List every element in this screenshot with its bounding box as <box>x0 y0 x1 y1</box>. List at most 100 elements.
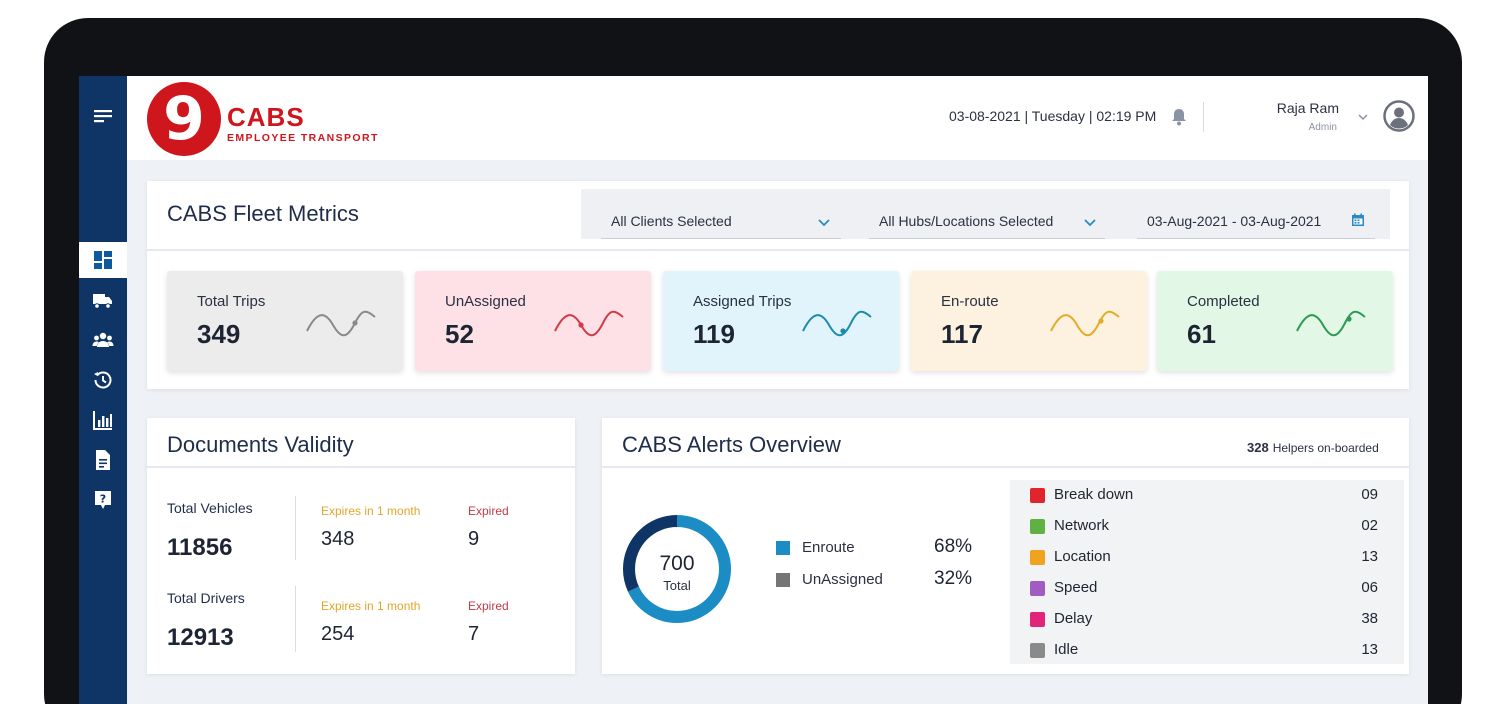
alert-row-delay[interactable]: Delay 38 <box>1010 604 1404 635</box>
bell-icon[interactable] <box>1171 108 1187 126</box>
drivers-divider <box>295 586 296 652</box>
helpers-label: Helpers on-boarded <box>1272 441 1379 455</box>
metrics-divider <box>147 249 1409 251</box>
delay-icon <box>1030 612 1045 627</box>
network-icon <box>1030 519 1045 534</box>
drivers-expires-value[interactable]: 254 <box>321 623 355 645</box>
location-pin-icon <box>1030 550 1045 565</box>
clients-dropdown[interactable]: All Clients Selected <box>601 203 841 239</box>
vehicles-expires-label: Expires in 1 month <box>321 504 421 518</box>
vehicles-expires-value[interactable]: 348 <box>321 528 355 550</box>
alert-name: Location <box>1054 548 1111 565</box>
alert-row-speed[interactable]: Speed 06 <box>1010 573 1404 604</box>
top-bar: 9 CABS EMPLOYEE TRANSPORT 03-08-2021 | T… <box>127 76 1428 160</box>
report-chart-icon <box>93 411 112 430</box>
truck-icon <box>93 294 112 309</box>
metric-card-en-route[interactable]: En-route 117 <box>911 271 1147 371</box>
trip-status-donut[interactable] <box>620 512 734 626</box>
metric-label: En-route <box>941 293 999 310</box>
metric-card-total-trips[interactable]: Total Trips 349 <box>167 271 403 371</box>
sidebar-item-users[interactable] <box>79 322 127 358</box>
user-role: Admin <box>1308 122 1337 133</box>
sidebar-item-reports[interactable] <box>79 402 127 438</box>
metric-value: 117 <box>941 319 983 349</box>
metric-label: Total Trips <box>197 293 266 310</box>
date-range-picker[interactable]: 03-Aug-2021 - 03-Aug-2021 <box>1137 203 1375 239</box>
calendar-icon <box>1352 213 1364 226</box>
alert-list: Break down 09 Network 02 Location 13 Spe… <box>1010 480 1404 664</box>
logo-name: CABS <box>227 102 305 132</box>
alert-count: 09 <box>1361 486 1378 503</box>
sidebar: ? <box>79 76 127 704</box>
trend-wave-icon <box>802 310 872 337</box>
clients-dropdown-value: All Clients Selected <box>611 213 732 229</box>
avatar[interactable] <box>1383 100 1415 132</box>
date-range-value: 03-Aug-2021 - 03-Aug-2021 <box>1147 213 1322 229</box>
app-screen: ? 9 CABS EMPLOYEE TRANSPORT 03-08-2021 |… <box>79 76 1428 704</box>
trend-wave-icon <box>306 310 376 337</box>
documents-divider <box>147 466 575 468</box>
alert-name: Break down <box>1054 486 1134 503</box>
current-datetime: 03-08-2021 | Tuesday | 02:19 PM <box>949 108 1157 124</box>
logo-number: 9 <box>163 84 205 154</box>
logo-tagline: EMPLOYEE TRANSPORT <box>227 132 379 144</box>
history-icon <box>94 371 112 389</box>
hubs-dropdown[interactable]: All Hubs/Locations Selected <box>869 203 1105 239</box>
sidebar-item-trips[interactable] <box>79 282 127 318</box>
drivers-expired-value[interactable]: 7 <box>468 623 480 645</box>
filter-bar: All Clients Selected All Hubs/Locations … <box>581 189 1390 239</box>
alert-row-location[interactable]: Location 13 <box>1010 542 1404 573</box>
documents-validity-card: Documents Validity Total Vehicles 11856 … <box>147 418 575 674</box>
sidebar-item-documents[interactable] <box>79 442 127 478</box>
metric-value: 52 <box>445 319 474 349</box>
alerts-divider <box>602 466 1409 468</box>
alerts-overview-card: CABS Alerts Overview 328 Helpers on-board… <box>602 418 1409 674</box>
legend-swatch-enroute <box>776 541 790 555</box>
alert-count: 13 <box>1361 548 1378 565</box>
trend-wave-icon <box>554 310 624 337</box>
alert-row-idle[interactable]: Idle 13 <box>1010 635 1404 666</box>
fleet-metrics-title: CABS Fleet Metrics <box>167 201 359 226</box>
metric-card-assigned-trips[interactable]: Assigned Trips 119 <box>663 271 899 371</box>
sidebar-item-dashboard[interactable] <box>79 242 127 278</box>
vehicles-divider <box>295 496 296 560</box>
alert-name: Delay <box>1054 610 1093 627</box>
total-vehicles-label: Total Vehicles <box>167 500 253 516</box>
chevron-down-icon[interactable] <box>1357 112 1369 122</box>
legend-swatch-unassigned <box>776 573 790 587</box>
brand-logo[interactable]: 9 CABS EMPLOYEE TRANSPORT <box>147 82 377 158</box>
metric-value: 61 <box>1187 319 1216 349</box>
legend-pct-unassigned: 32% <box>934 568 973 589</box>
metric-card-completed[interactable]: Completed 61 <box>1157 271 1393 371</box>
header-divider <box>1203 102 1204 132</box>
alerts-title: CABS Alerts Overview <box>622 432 841 457</box>
sidebar-item-help[interactable]: ? <box>79 482 127 518</box>
drivers-expired-label: Expired <box>468 599 509 613</box>
donut-segment-unassigned[interactable] <box>623 515 731 623</box>
drivers-expires-label: Expires in 1 month <box>321 599 421 613</box>
breakdown-icon <box>1030 488 1045 503</box>
alert-row-network[interactable]: Network 02 <box>1010 511 1404 542</box>
trend-wave-icon <box>1050 310 1120 337</box>
menu-icon <box>94 110 112 123</box>
speed-icon <box>1030 581 1045 596</box>
users-icon <box>92 332 114 347</box>
alert-count: 38 <box>1361 610 1378 627</box>
fleet-metrics-card: CABS Fleet Metrics All Clients Selected … <box>147 181 1409 389</box>
metric-label: Completed <box>1187 293 1260 310</box>
metric-label: UnAssigned <box>445 293 526 310</box>
alert-row-break-down[interactable]: Break down 09 <box>1010 480 1404 511</box>
helpers-onboarded: 328 Helpers on-boarded <box>1247 440 1379 455</box>
user-name[interactable]: Raja Ram <box>1276 100 1339 116</box>
vehicles-expired-value[interactable]: 9 <box>468 528 480 550</box>
menu-toggle-button[interactable] <box>79 98 127 134</box>
svg-text:?: ? <box>100 493 106 506</box>
metric-card-unassigned[interactable]: UnAssigned 52 <box>415 271 651 371</box>
legend-name-enroute: Enroute <box>802 539 855 556</box>
total-drivers-value: 12913 <box>167 624 234 651</box>
logo-circle <box>147 82 221 156</box>
sidebar-item-history[interactable] <box>79 362 127 398</box>
alert-count: 02 <box>1361 517 1378 534</box>
dashboard-icon <box>94 251 112 269</box>
chevron-down-icon <box>818 219 830 227</box>
